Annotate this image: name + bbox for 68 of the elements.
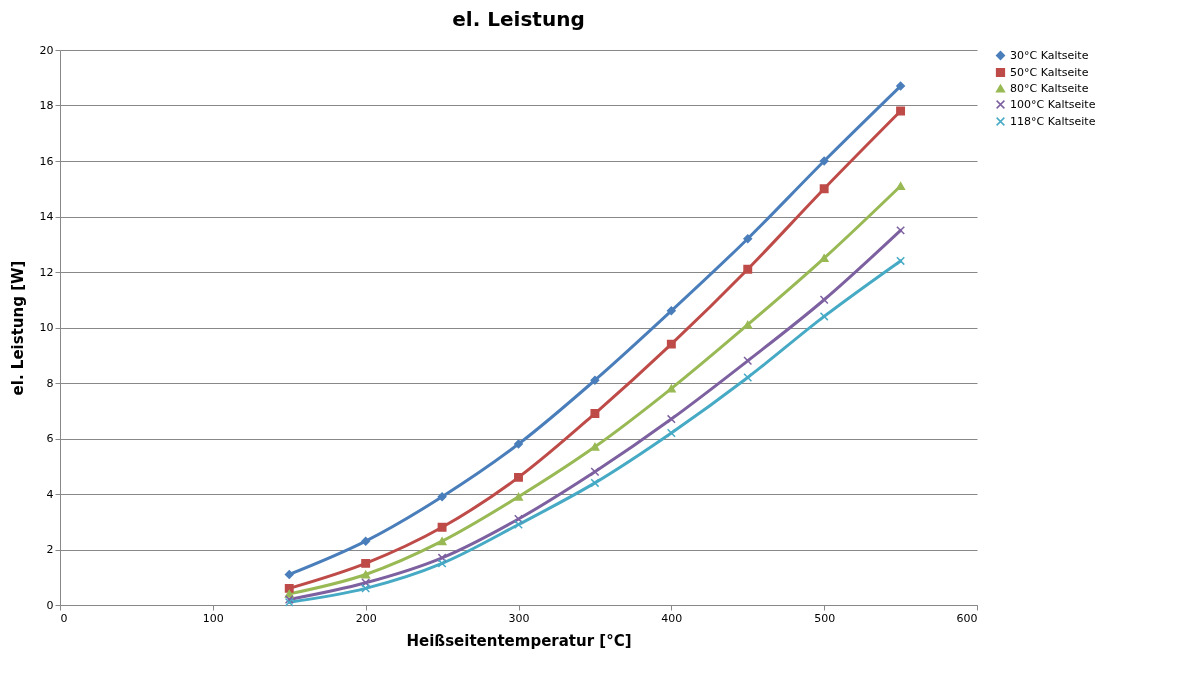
y-tick-label: 8 xyxy=(46,376,54,390)
y-tick-label: 0 xyxy=(46,598,54,612)
point xyxy=(284,570,294,579)
y-tick-label: 2 xyxy=(46,543,54,556)
point xyxy=(896,256,906,266)
point xyxy=(743,264,753,274)
x-tick-label: 200 xyxy=(355,611,377,625)
point xyxy=(514,472,523,482)
point xyxy=(896,81,906,91)
point xyxy=(666,384,676,393)
legend-label: 100°C Kaltseite xyxy=(1010,97,1096,111)
point xyxy=(361,578,371,588)
x-tick-label: 500 xyxy=(814,611,836,625)
y-tick-label: 20 xyxy=(39,43,54,57)
point xyxy=(666,428,676,438)
point xyxy=(666,339,676,349)
x-tick-label: 0 xyxy=(60,611,68,625)
point xyxy=(896,106,906,116)
y-tick-label: 14 xyxy=(39,210,54,223)
y-tick-label: 18 xyxy=(39,99,54,112)
point xyxy=(819,156,829,166)
point xyxy=(666,306,676,316)
point xyxy=(743,320,753,329)
x-tick-label: 400 xyxy=(661,611,683,625)
point xyxy=(437,492,447,502)
point xyxy=(437,558,447,568)
point xyxy=(896,182,906,190)
point xyxy=(361,536,371,546)
legend-label: 118°C Kaltseite xyxy=(1010,114,1096,128)
y-tick-label: 16 xyxy=(39,154,54,168)
point xyxy=(590,442,600,451)
point xyxy=(514,439,523,449)
y-tick-label: 10 xyxy=(39,321,54,334)
point xyxy=(590,409,600,418)
x-tick-label: 100 xyxy=(202,611,224,625)
point xyxy=(514,514,523,524)
point xyxy=(819,295,829,305)
point xyxy=(743,372,753,382)
x-tick-label: 300 xyxy=(508,611,530,625)
point xyxy=(896,225,906,235)
point xyxy=(590,478,600,488)
point xyxy=(590,467,600,477)
y-tick-label: 6 xyxy=(46,432,54,445)
point xyxy=(743,356,753,366)
x-axis-title: Heißseitentemperatur [°C] xyxy=(406,631,632,650)
point xyxy=(361,583,371,593)
point xyxy=(437,537,447,546)
point xyxy=(819,254,829,263)
point xyxy=(743,234,753,244)
point xyxy=(514,520,523,529)
legend-label: 30°C Kaltseite xyxy=(1010,48,1089,62)
x-tick-label: 600 xyxy=(956,611,978,625)
y-tick-label: 12 xyxy=(39,265,54,279)
point xyxy=(819,184,829,194)
y-axis-title: el. Leistung [W] xyxy=(8,260,27,396)
point xyxy=(590,375,600,385)
point xyxy=(437,553,447,563)
legend-label: 50°C Kaltseite xyxy=(1010,65,1089,79)
point xyxy=(361,570,371,579)
point xyxy=(437,522,447,532)
point xyxy=(361,558,371,568)
y-tick-label: 4 xyxy=(46,487,54,501)
point xyxy=(819,311,829,321)
point xyxy=(514,492,523,501)
legend-label: 80°C Kaltseite xyxy=(1010,81,1089,95)
chart-title: el. Leistung xyxy=(452,7,585,31)
point xyxy=(284,583,294,593)
point xyxy=(666,414,676,424)
